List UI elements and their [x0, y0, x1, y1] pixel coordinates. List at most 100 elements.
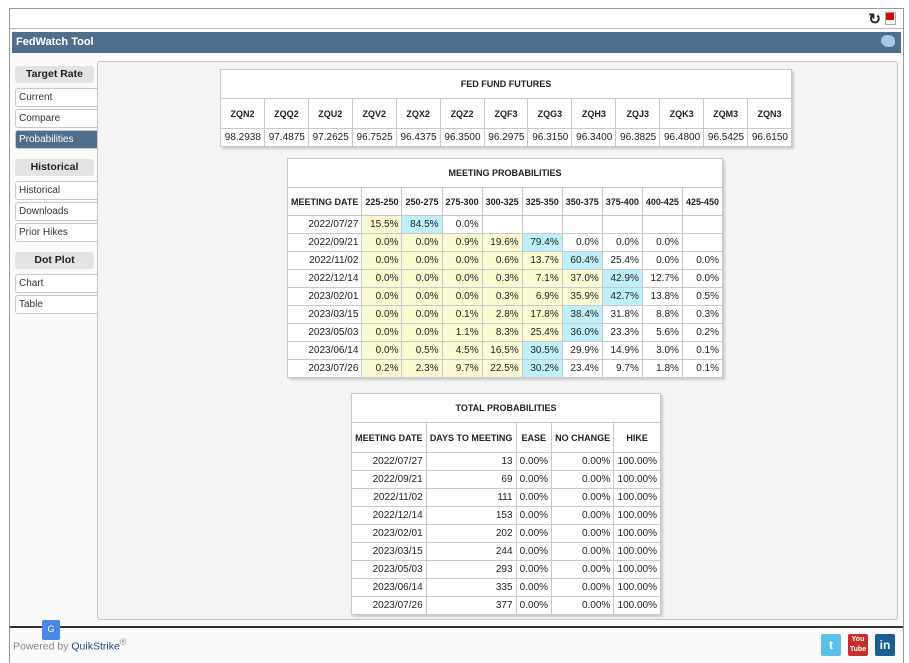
- probability-cell: 0.0%: [401, 287, 443, 306]
- no-change-probability: 0.00%: [551, 506, 615, 525]
- column-header: ZQV2: [351, 98, 397, 129]
- no-change-probability: 0.00%: [551, 524, 615, 543]
- ease-probability: 0.00%: [515, 452, 553, 471]
- table-row: 2022/07/27 13 0.00% 0.00% 100.00%: [351, 452, 661, 471]
- sidebar-item-current[interactable]: Current: [15, 88, 97, 107]
- linkedin-icon[interactable]: in: [875, 634, 895, 656]
- futures-price: 96.3825: [615, 128, 661, 147]
- probability-cell: 15.5%: [361, 215, 403, 234]
- probability-cell: 0.0%: [641, 233, 683, 252]
- table-title: FED FUND FUTURES: [220, 69, 792, 99]
- probability-cell: 0.0%: [441, 269, 483, 288]
- probability-cell: 0.9%: [441, 233, 483, 252]
- probability-cell: 0.1%: [681, 341, 724, 360]
- table-row: 2023/07/26 0.2% 2.3% 9.7% 22.5% 30.2% 23.4% 9.7…: [286, 359, 724, 378]
- probability-cell: 30.2%: [521, 359, 563, 378]
- youtube-icon[interactable]: You Tube: [848, 634, 868, 656]
- column-header: DAYS TO MEETING: [425, 422, 517, 453]
- probability-cell: 14.9%: [601, 341, 643, 360]
- ease-probability: 0.00%: [515, 578, 553, 597]
- probability-cell: 30.5%: [521, 341, 563, 360]
- meeting-date: 2022/07/27: [286, 215, 363, 234]
- quikstrike-link[interactable]: QuikStrike: [71, 640, 120, 653]
- probability-cell: 60.4%: [561, 251, 603, 270]
- app-title: FedWatch Tool: [16, 36, 94, 48]
- probability-cell: 0.1%: [441, 305, 483, 324]
- meeting-date: 2022/12/14: [351, 506, 427, 525]
- refresh-icon[interactable]: ↻: [868, 11, 881, 28]
- sidebar-item-prior-hikes[interactable]: Prior Hikes: [15, 223, 97, 242]
- probability-cell: 79.4%: [521, 233, 563, 252]
- ease-probability: 0.00%: [515, 596, 553, 615]
- table-title: TOTAL PROBABILITIES: [351, 393, 661, 423]
- ease-probability: 0.00%: [515, 506, 553, 525]
- probability-cell: 23.4%: [561, 359, 603, 378]
- probability-cell: 0.2%: [681, 323, 724, 342]
- no-change-probability: 0.00%: [551, 596, 615, 615]
- sidebar-item-chart[interactable]: Chart: [15, 274, 97, 293]
- total-probabilities-table: TOTAL PROBABILITIES MEETING DATE DAYS TO M…: [351, 393, 661, 615]
- pdf-icon[interactable]: [885, 12, 896, 25]
- table-row: 2022/09/21 69 0.00% 0.00% 100.00%: [351, 470, 661, 489]
- meeting-date: 2023/03/15: [286, 305, 363, 324]
- column-header: ZQK3: [659, 98, 705, 129]
- table-row: 2022/12/14 153 0.00% 0.00% 100.00%: [351, 506, 661, 525]
- probability-cell: 31.8%: [601, 305, 643, 324]
- futures-price: 98.2938: [220, 128, 265, 147]
- probability-cell: 84.5%: [401, 215, 443, 234]
- table-row: 2023/02/01 0.0% 0.0% 0.0% 0.3% 6.9% 35.9% 42.7%…: [286, 287, 724, 306]
- probability-cell: 0.1%: [681, 359, 724, 378]
- meeting-date: 2022/07/27: [351, 452, 427, 471]
- days-to-meeting: 202: [425, 524, 517, 543]
- sidebar-section-header: Dot Plot: [15, 252, 94, 269]
- futures-price: 96.7525: [351, 128, 397, 147]
- sidebar-section-header: Target Rate: [15, 66, 94, 83]
- hike-probability: 100.00%: [613, 560, 661, 579]
- probability-cell: 0.0%: [361, 341, 403, 360]
- no-change-probability: 0.00%: [551, 542, 615, 561]
- days-to-meeting: 153: [425, 506, 517, 525]
- sidebar-item-historical[interactable]: Historical: [15, 181, 97, 200]
- probability-cell: 0.0%: [361, 287, 403, 306]
- probability-cell: 2.8%: [481, 305, 523, 324]
- column-header: 300-325: [481, 187, 523, 216]
- probability-cell: 5.6%: [641, 323, 683, 342]
- column-header: 375-400: [601, 187, 643, 216]
- probability-cell: 0.2%: [361, 359, 403, 378]
- sidebar-item-table[interactable]: Table: [15, 295, 97, 314]
- table-title-row: TOTAL PROBABILITIES: [351, 393, 661, 423]
- sidebar-item-downloads[interactable]: Downloads: [15, 202, 97, 221]
- meeting-date: 2022/11/02: [351, 488, 427, 507]
- fedwatch-frame: ↻ FedWatch Tool Target Rate Current Compar…: [9, 8, 904, 663]
- sidebar-item-probabilities[interactable]: Probabilities: [15, 130, 97, 149]
- probability-cell: 0.0%: [441, 215, 483, 234]
- ease-probability: 0.00%: [515, 542, 553, 561]
- sidebar: Target Rate Current Compare Probabilities Hi…: [15, 66, 97, 316]
- meeting-date: 2023/03/15: [351, 542, 427, 561]
- twitter-icon[interactable]: t: [821, 634, 841, 656]
- hike-probability: 100.00%: [613, 578, 661, 597]
- meeting-date: 2022/09/21: [351, 470, 427, 489]
- meeting-date: 2023/05/03: [351, 560, 427, 579]
- probability-cell: 0.5%: [681, 287, 724, 306]
- probability-cell: 37.0%: [561, 269, 603, 288]
- probability-cell: 36.0%: [561, 323, 603, 342]
- ease-probability: 0.00%: [515, 524, 553, 543]
- table-title-row: MEETING PROBABILITIES: [287, 158, 723, 188]
- sidebar-item-compare[interactable]: Compare: [15, 109, 97, 128]
- twitter-icon[interactable]: [881, 35, 895, 47]
- probability-cell: 22.5%: [481, 359, 523, 378]
- powered-by: Powered by QuikStrike®: [13, 637, 127, 653]
- ease-probability: 0.00%: [515, 470, 553, 489]
- no-change-probability: 0.00%: [551, 560, 615, 579]
- probability-cell: 1.8%: [641, 359, 683, 378]
- table-row: 2023/03/15 244 0.00% 0.00% 100.00%: [351, 542, 661, 561]
- probability-cell: 42.7%: [601, 287, 643, 306]
- table-row: 2023/05/03 293 0.00% 0.00% 100.00%: [351, 560, 661, 579]
- hike-probability: 100.00%: [613, 452, 661, 471]
- probability-cell: 19.6%: [481, 233, 523, 252]
- meeting-date: 2023/06/14: [351, 578, 427, 597]
- days-to-meeting: 13: [425, 452, 517, 471]
- probability-cell: 1.1%: [441, 323, 483, 342]
- google-translate-icon[interactable]: G: [42, 620, 60, 640]
